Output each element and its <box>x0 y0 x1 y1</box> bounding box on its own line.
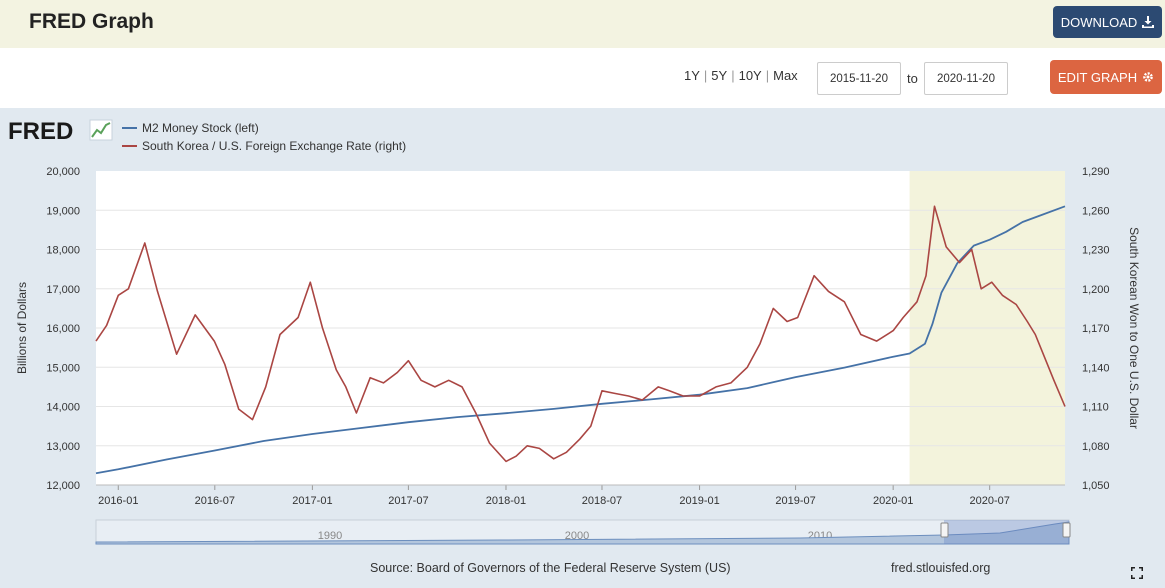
navigator-area <box>95 521 1070 545</box>
range-selector: 1Y | 5Y | 10Y | Max <box>684 68 798 83</box>
x-tick-label: 2016-01 <box>98 495 138 507</box>
left-tick-label: 19,000 <box>46 205 80 217</box>
end-date-input[interactable] <box>924 62 1008 95</box>
x-tick-label: 2018-01 <box>486 495 526 507</box>
x-tick-label: 2020-01 <box>873 495 913 507</box>
range-10y[interactable]: 10Y <box>738 68 762 83</box>
download-icon <box>1142 16 1155 28</box>
right-tick-label: 1,080 <box>1082 441 1110 453</box>
download-label: DOWNLOAD <box>1060 14 1138 30</box>
right-tick-label: 1,050 <box>1082 480 1110 492</box>
edit-graph-label: EDIT GRAPH <box>1057 69 1138 85</box>
navigator-handle <box>940 522 949 538</box>
left-tick-label: 14,000 <box>46 402 80 414</box>
navigator-selection <box>944 520 1069 544</box>
right-tick-label: 1,170 <box>1082 323 1110 335</box>
start-date-input[interactable] <box>817 62 901 95</box>
toolbar: 1Y|5Y|10Y|Max to EDIT GRAPH <box>0 48 1165 108</box>
x-tick-label: 2019-07 <box>775 495 815 507</box>
right-tick-label: 1,110 <box>1082 402 1109 414</box>
x-tick-label: 2020-07 <box>969 495 1009 507</box>
fullscreen-icon[interactable] <box>1131 567 1143 579</box>
right-axis-label: South Korean Won to One U.S. Dollar <box>1127 227 1141 429</box>
range-5y[interactable]: 5Y <box>711 68 728 83</box>
left-tick-label: 15,000 <box>46 362 80 374</box>
left-tick-label: 17,000 <box>46 284 80 296</box>
left-tick-label: 16,000 <box>46 323 80 335</box>
gear-icon <box>1143 72 1153 82</box>
source-note: Source: Board of Governors of the Federa… <box>370 561 731 575</box>
to-label: to <box>907 71 918 86</box>
legend: M2 Money Stock (left) South Korea / U.S. … <box>122 121 406 153</box>
download-button[interactable]: DOWNLOAD <box>1053 6 1162 38</box>
fred-logo-text: FRED <box>8 118 73 145</box>
x-tick-label: 2019-01 <box>679 495 719 507</box>
chart-svg: FRED M2 Money Stock (left) South Korea / … <box>8 118 1141 545</box>
left-tick-label: 20,000 <box>46 166 80 178</box>
edit-graph-button[interactable]: EDIT GRAPH <box>1050 60 1162 94</box>
range-max[interactable]: Max <box>773 68 798 83</box>
legend-label: M2 Money Stock (left) <box>142 121 259 135</box>
x-tick-label: 2017-07 <box>388 495 428 507</box>
page-title: FRED Graph <box>29 10 154 33</box>
left-tick-label: 12,000 <box>46 480 80 492</box>
x-tick-label: 2016-07 <box>195 495 235 507</box>
right-tick-label: 1,290 <box>1082 166 1110 178</box>
x-tick-label: 2018-07 <box>582 495 622 507</box>
navigator[interactable]: 19902000201020 <box>95 519 1071 545</box>
m2-series-line <box>95 205 1066 475</box>
right-tick-label: 1,140 <box>1082 362 1110 374</box>
navigator-label: 1990 <box>318 530 342 542</box>
left-axis-label: Billions of Dollars <box>15 282 29 374</box>
range-1y[interactable]: 1Y <box>684 68 700 83</box>
krw-series-line <box>95 205 1066 463</box>
right-tick-label: 1,230 <box>1082 245 1110 257</box>
fred-logo: FRED <box>8 118 113 145</box>
legend-label: South Korea / U.S. Foreign Exchange Rate… <box>142 139 406 153</box>
navigator-handle <box>1062 522 1071 538</box>
site-link[interactable]: fred.stlouisfed.org <box>891 561 991 575</box>
left-tick-label: 13,000 <box>46 441 80 453</box>
left-tick-label: 18,000 <box>46 245 80 257</box>
plot-area: 12,000 13,000 14,000 15,000 16,000 17,000 18,0… <box>15 166 1141 507</box>
x-tick-label: 2017-01 <box>292 495 332 507</box>
header-bar: FRED Graph DOWNLOAD <box>0 0 1165 48</box>
right-tick-label: 1,260 <box>1082 205 1110 217</box>
chart-area: FRED M2 Money Stock (left) South Korea / … <box>0 108 1165 588</box>
right-tick-label: 1,200 <box>1082 284 1110 296</box>
